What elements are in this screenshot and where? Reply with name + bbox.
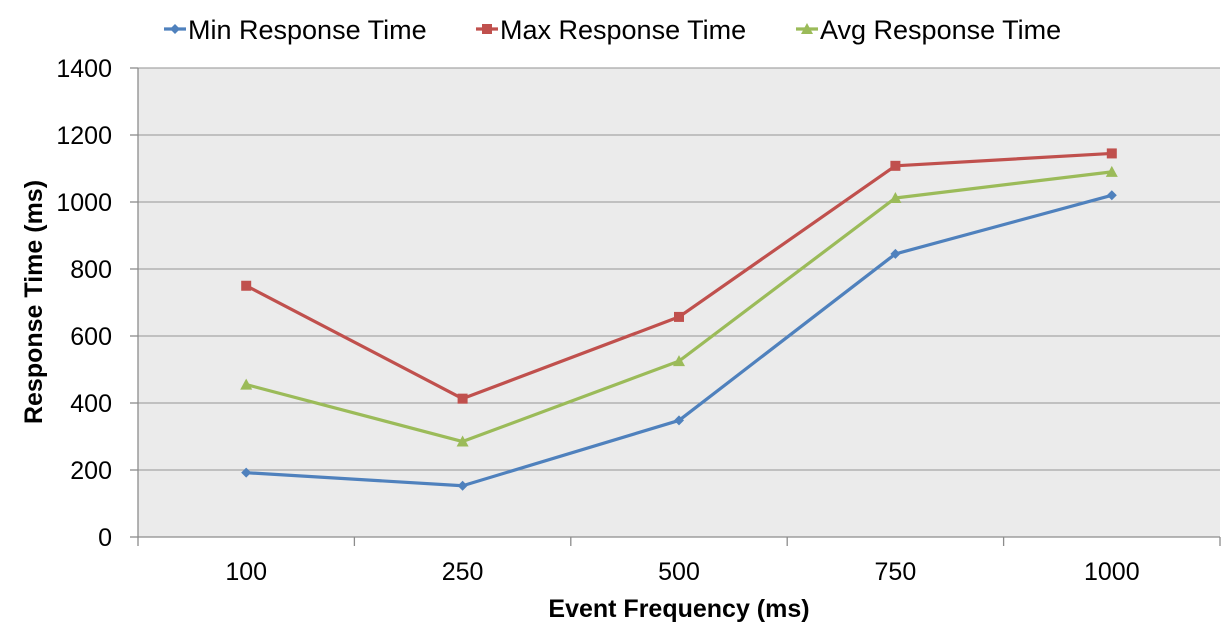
data-point [1106, 190, 1117, 201]
x-tick-label: 750 [875, 558, 917, 586]
legend-item-1: Max Response Time [476, 15, 746, 45]
y-tick-label: 600 [70, 323, 112, 351]
data-point [1105, 165, 1118, 177]
axes [137, 68, 1220, 538]
legend-marker [801, 23, 813, 34]
legend-label: Max Response Time [500, 15, 746, 45]
x-axis-ticks: 100 250 500 750 1000 [137, 537, 1221, 586]
y-tick-label: 1400 [56, 55, 112, 83]
series-1 [241, 148, 1117, 404]
data-point [674, 415, 684, 426]
x-axis-title: Event Frequency (ms) [548, 595, 809, 623]
y-axis-ticks: 0 200 400 600 800 1000 1200 1400 [56, 55, 138, 552]
legend-label: Min Response Time [188, 15, 427, 45]
data-point [240, 378, 253, 390]
legend-marker [482, 24, 492, 34]
data-point [674, 311, 684, 322]
data-point [457, 393, 468, 404]
data-point [673, 355, 685, 367]
series-0 [241, 190, 1117, 491]
data-point [241, 280, 252, 291]
legend-item-2: Avg Response Time [796, 15, 1061, 45]
x-tick-label: 250 [442, 558, 484, 586]
y-axis-title: Response Time (ms) [20, 180, 48, 424]
data-point [890, 160, 901, 171]
x-tick-label: 100 [225, 558, 267, 586]
x-tick-label: 500 [658, 558, 700, 586]
data-point [456, 435, 469, 447]
data-point [457, 480, 468, 491]
data-point [889, 191, 902, 203]
legend-item-0: Min Response Time [164, 15, 427, 45]
data-point [1106, 148, 1117, 159]
y-tick-label: 1200 [56, 122, 112, 150]
plot-area [138, 68, 1220, 537]
series-group [240, 148, 1118, 491]
legend: Min Response Time Max Response Time Avg Re… [164, 15, 1061, 45]
legend-label: Avg Response Time [820, 15, 1061, 45]
data-point [890, 248, 901, 259]
y-tick-label: 1000 [56, 189, 112, 217]
data-point [241, 467, 252, 478]
x-tick-label: 1000 [1084, 558, 1140, 586]
y-tick-label: 400 [70, 390, 112, 418]
series-2 [240, 165, 1118, 447]
legend-marker [170, 24, 180, 34]
y-tick-label: 800 [70, 256, 112, 284]
y-tick-label: 200 [70, 457, 112, 485]
y-tick-label: 0 [98, 524, 112, 552]
